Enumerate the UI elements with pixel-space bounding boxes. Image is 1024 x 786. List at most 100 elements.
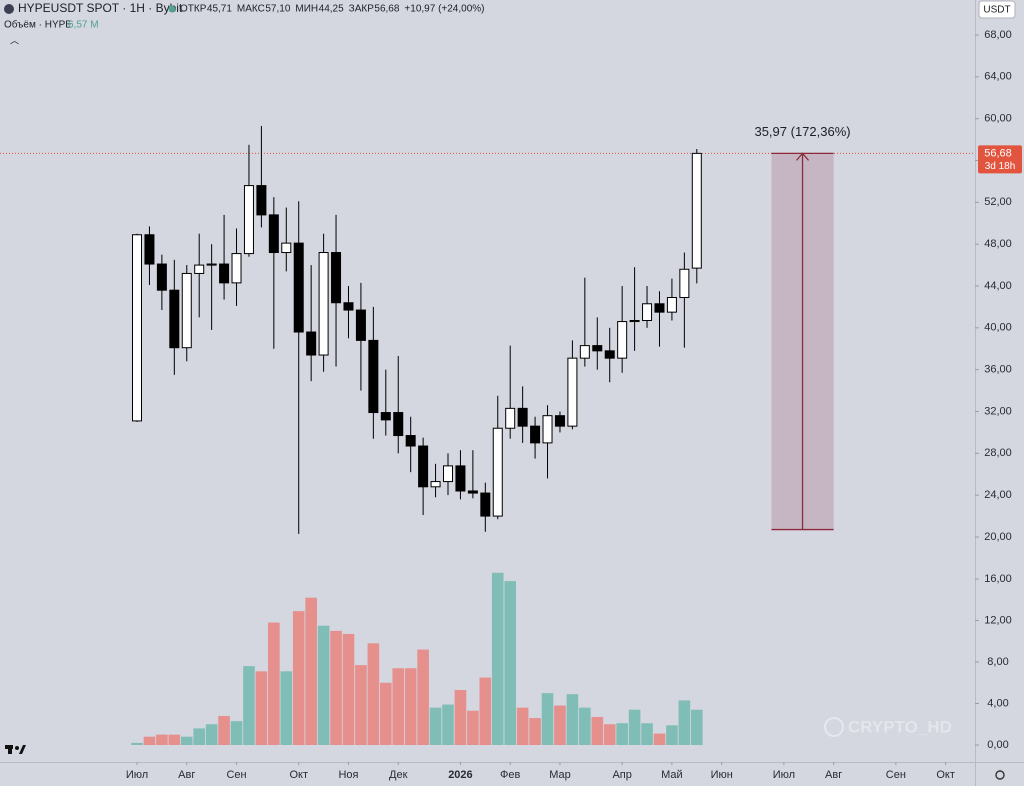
volume-bar <box>554 705 566 745</box>
volume-bar <box>603 724 616 745</box>
candle-body <box>592 345 603 352</box>
currency-box[interactable] <box>978 0 1016 19</box>
volume-bar <box>579 707 591 745</box>
candle-body <box>492 427 503 517</box>
volume-bar <box>131 742 143 745</box>
measure-label: 35,97 (172,36%) <box>754 124 850 139</box>
volume-tick-label: 12,00 <box>984 614 1012 626</box>
legend-open-label: ОТКР <box>180 4 207 15</box>
x-tick-label: Фев <box>500 769 520 781</box>
candle-body <box>418 445 429 488</box>
legend-low: 44,25 <box>319 4 344 15</box>
x-tick-label: Сен <box>226 769 246 781</box>
x-tick-label: Июл <box>773 769 795 781</box>
candle-body <box>380 412 391 421</box>
candle-body <box>331 252 342 304</box>
candle-body <box>156 263 167 291</box>
candle-body <box>343 302 354 311</box>
candle-body <box>679 268 690 299</box>
y-tick-label: 68,00 <box>984 29 1012 41</box>
candle-body <box>256 185 267 216</box>
candle-body <box>604 350 615 359</box>
candle-body <box>642 303 653 322</box>
x-tick-label: Дек <box>389 769 408 781</box>
volume-bar <box>180 736 193 745</box>
legend-high: 57,10 <box>265 4 290 15</box>
last-price-badge <box>978 145 1022 174</box>
y-tick-label: 52,00 <box>984 196 1012 208</box>
volume-tick-label: 4,00 <box>987 697 1008 709</box>
settings-icon[interactable] <box>995 770 1005 780</box>
x-tick-label: Авг <box>178 769 195 781</box>
volume-bar <box>616 723 628 745</box>
y-tick-label: 32,00 <box>984 405 1012 417</box>
plot: 68,0064,0060,0056,0052,0048,0044,0040,00… <box>0 29 1022 781</box>
y-tick-label: 36,00 <box>984 364 1012 376</box>
x-tick-label: Мар <box>549 769 571 781</box>
volume-tick-label: 8,00 <box>987 656 1008 668</box>
x-tick-label: Авг <box>825 769 842 781</box>
volume-bar <box>504 581 516 745</box>
last-price-label: 56,68 <box>984 147 1012 159</box>
x-tick-label: Окт <box>289 769 308 781</box>
volume-bar <box>467 710 479 745</box>
volume-bar <box>591 716 604 745</box>
candle-body <box>132 234 142 422</box>
ohlc-legend: ОТКР 45,71 МАКС 57,10 МИН 44,25 ЗАКР 56,68 +10,9… <box>180 4 484 15</box>
volume-bar <box>292 611 305 745</box>
candle-body <box>530 425 541 444</box>
candle-body <box>505 407 516 429</box>
legend-change: +10,97 (+24,00%) <box>404 4 484 15</box>
collapse-icon[interactable]: ︿ <box>10 35 19 45</box>
x-tick-label: Сен <box>886 769 906 781</box>
watermark: CRYPTO_HD <box>848 717 952 736</box>
volume-bar <box>454 690 467 745</box>
x-tick-label: Апр <box>612 769 631 781</box>
candle-body <box>144 234 155 265</box>
candle-body <box>368 339 379 414</box>
volume-bar <box>678 700 691 745</box>
currency[interactable]: USDT <box>983 5 1010 16</box>
candle-body <box>480 492 491 517</box>
volume-bar <box>641 723 653 745</box>
volume-bar <box>429 707 442 745</box>
candle-body <box>306 331 317 356</box>
y-tick-label: 44,00 <box>984 280 1012 292</box>
candle-body <box>206 263 217 266</box>
x-tick-label: Май <box>661 769 683 781</box>
volume-bar <box>193 728 205 745</box>
volume-tick-label: 0,00 <box>987 739 1008 751</box>
volume-bar <box>404 668 417 745</box>
symbol-title[interactable]: HYPEUSDT SPOT · 1H · Bybit <box>18 1 183 15</box>
volume-bar <box>280 671 293 745</box>
volume-bar <box>479 677 492 745</box>
volume-bar <box>143 736 156 745</box>
volume-bar <box>243 666 255 745</box>
legend-close-label: ЗАКР <box>349 4 375 15</box>
candle-body <box>666 297 677 313</box>
volume-bar <box>205 724 218 745</box>
volume-bar <box>218 715 230 745</box>
y-tick-label: 64,00 <box>984 71 1012 83</box>
volume-last: 6,57 M <box>68 20 99 31</box>
volume-bar <box>156 734 168 745</box>
candle-body <box>443 465 453 483</box>
y-tick-label: 20,00 <box>984 531 1012 543</box>
volume-bar <box>417 649 429 745</box>
volume-bar <box>342 633 355 745</box>
volume-bar <box>230 721 243 745</box>
volume-bar <box>666 725 678 745</box>
candle-body <box>517 407 528 427</box>
candle-body <box>219 263 230 284</box>
x-tick-label: 2026 <box>448 769 472 781</box>
volume-title: Объём · HYPE <box>4 19 72 31</box>
candle-body <box>405 435 416 447</box>
volume-bar <box>566 694 579 745</box>
candle-body <box>579 345 590 359</box>
x-tick-label: Ноя <box>338 769 358 781</box>
volume-bar <box>529 718 541 745</box>
status-dot <box>168 5 176 13</box>
volume-bar <box>691 709 703 745</box>
